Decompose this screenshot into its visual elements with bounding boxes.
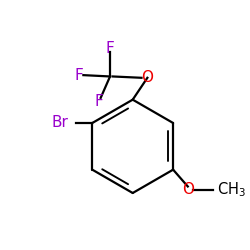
Text: F: F [95, 94, 104, 109]
Text: O: O [142, 70, 154, 85]
Text: F: F [106, 41, 114, 56]
Text: O: O [182, 182, 194, 197]
Text: F: F [75, 68, 84, 83]
Text: CH$_3$: CH$_3$ [217, 180, 246, 199]
Text: Br: Br [52, 116, 68, 130]
